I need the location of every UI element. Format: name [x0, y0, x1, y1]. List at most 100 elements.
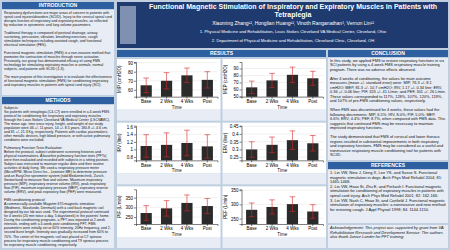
x-tick: Post: [308, 224, 318, 231]
y-tick-mark: [240, 219, 242, 220]
y-tick-mark: [240, 190, 242, 191]
authors: Xiaoming Zhang¹², Honglian Huang¹², Vino…: [140, 21, 446, 29]
y-tick: 0.3: [232, 147, 241, 152]
y-tick: 300: [125, 205, 136, 210]
poster: 60708090Base2 Wks4 WksPostMIP (cmH2O)Tim…: [0, 0, 450, 250]
section-title: REFERENCES: [328, 162, 448, 169]
x-tick: Post: [308, 160, 318, 167]
x-axis: Base 2 Wks 4 Wks Post: [242, 224, 324, 231]
caption-bg: [223, 173, 327, 184]
caption-bg: [223, 110, 327, 121]
x-tick-label: 2 Wks: [160, 99, 173, 104]
y-tick: 60: [128, 88, 136, 93]
y-tick-mark: [240, 76, 242, 77]
y-tick: 90: [233, 66, 241, 71]
x-tick: 4 Wks: [286, 160, 299, 167]
x-tick-label: 4 Wks: [181, 163, 194, 168]
caption: Figure 5. Changes of expiratory reserve …: [224, 174, 326, 184]
y-tick-label: 1.2: [127, 140, 134, 145]
x-axis: Base 2 Wks 4 Wks Post: [242, 160, 324, 167]
y-tick-label: 60: [233, 87, 239, 92]
y-tick-mark: [240, 149, 242, 150]
y-tick-mark: [240, 89, 242, 90]
y-tick-label: 0.35: [230, 140, 239, 145]
y-tick-mark: [134, 134, 136, 135]
y-tick-mark: [134, 81, 136, 82]
x-tick: 4 Wks: [181, 97, 194, 104]
logo: [120, 6, 136, 44]
error-bar: [310, 205, 316, 219]
x-tick: Base: [141, 97, 152, 104]
caption: Figure 3. Changes of peak inspiratory fl…: [118, 238, 220, 248]
y-tick-mark: [134, 149, 136, 150]
y-tick-mark: [134, 90, 136, 91]
error-bar: [143, 206, 149, 221]
y-tick-mark: [240, 96, 242, 97]
y-axis-line: [134, 190, 137, 225]
affiliation: 2. Department of Physical Medicine and R…: [140, 39, 446, 47]
y-tick: 60: [233, 87, 241, 92]
y-tick-label: 60: [128, 88, 134, 93]
y-axis-line: [134, 126, 137, 161]
grid-line: [242, 133, 324, 134]
x-tick: 2 Wks: [266, 160, 279, 167]
grid-line: [242, 190, 324, 191]
x-tick: Post: [308, 97, 318, 104]
x-tick: 2 Wks: [266, 224, 279, 231]
y-tick-label: 0.8: [127, 155, 134, 160]
x-tick: 4 Wks: [286, 224, 299, 231]
chart: 250300350Base2 Wks4 WksPostPIF (L/min)Ti…: [117, 186, 221, 250]
x-tick-label: Base: [141, 163, 152, 168]
grid-line: [242, 68, 324, 69]
y-tick-label: 250: [125, 215, 133, 220]
y-tick-label: 0.45: [230, 124, 239, 129]
y-tick: 250: [125, 215, 136, 220]
y-tick: 0.25: [230, 155, 242, 160]
grid-line: [136, 126, 218, 127]
y-axis-title: IRV (liter): [117, 133, 122, 152]
caption: Figure 6. Changes of peak expiratory flo…: [224, 238, 326, 248]
y-tick: 0.45: [230, 124, 242, 129]
x-tick: Base: [247, 97, 258, 104]
error-bar: [290, 197, 296, 212]
grid-line: [136, 141, 218, 142]
section-title: CONCLUSION: [328, 50, 448, 57]
x-axis-title: Time: [277, 232, 287, 237]
marks: [141, 68, 213, 97]
grid-line: [242, 126, 324, 127]
y-tick-mark: [134, 142, 136, 143]
y-axis: 5060708090: [233, 63, 242, 100]
affiliation: 1. Physical Medicine and Rehabilitation,…: [140, 30, 446, 38]
error-bar: [143, 78, 149, 92]
x-tick-label: 2 Wks: [160, 163, 173, 168]
x-tick-label: Post: [203, 99, 213, 104]
y-axis-line: [240, 126, 243, 161]
y-tick: 1: [130, 147, 136, 152]
x-tick: Base: [247, 224, 258, 231]
x-tick: Post: [203, 224, 213, 231]
chart: 0.811.21.41.6Base2 Wks4 WksPostIRV (lite…: [117, 123, 221, 187]
error-bar: [310, 136, 316, 152]
marks: [141, 195, 213, 224]
y-tick-label: 300: [231, 202, 239, 207]
y-tick-label: 70: [128, 79, 134, 84]
y-tick-label: 90: [233, 66, 239, 71]
x-tick: Base: [141, 224, 152, 231]
y-tick: 300: [231, 202, 242, 207]
error-bar: [164, 73, 170, 89]
error-bar: [249, 81, 255, 94]
error-bar: [269, 137, 275, 153]
y-axis-title: MEP (cmH2O): [223, 64, 228, 94]
grid-line: [242, 75, 324, 76]
x-axis: Base2 Wks4 WksPost: [137, 224, 219, 231]
acknowledgement: Acknowledgement: This project was suppor…: [330, 226, 446, 247]
x-tick-label: Post: [308, 226, 318, 231]
x-tick-label: 2 Wks: [160, 226, 173, 231]
y-tick-mark: [134, 207, 136, 208]
x-tick: Base: [247, 160, 258, 167]
marks: [141, 130, 213, 160]
y-tick: 1.4: [127, 132, 136, 137]
section-text: Subjects: Six patients with tetraplegia …: [4, 106, 112, 247]
caption: Figure 2. Changes of inspiratory reserve…: [118, 174, 220, 184]
y-tick-label: 80: [128, 70, 134, 75]
